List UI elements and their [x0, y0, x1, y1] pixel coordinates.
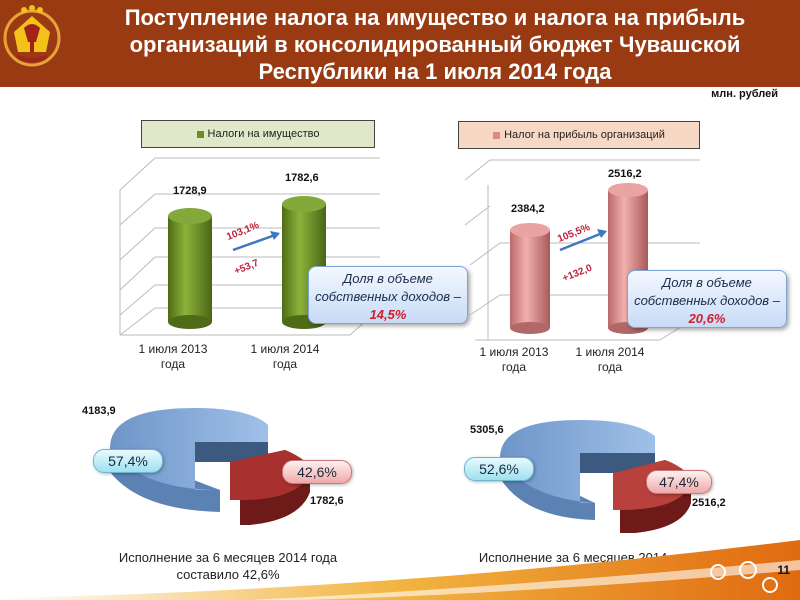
title-line-1: Поступление налога на имущество и налога…: [124, 5, 746, 30]
legend-profit-tax: Налог на прибыль организаций: [458, 121, 700, 149]
units-label: млн. рублей: [711, 88, 778, 100]
callout-value: 20,6%: [688, 311, 726, 326]
pie-percent-executed: 42,6%: [282, 460, 352, 484]
pie-value-executed: 1782,6: [310, 495, 344, 507]
category-2013: 1 июля 2013 года: [138, 342, 208, 371]
share-callout-property: Доля в объеме собственных доходов – 14,5…: [308, 266, 468, 324]
callout-text: Доля в объеме собственных доходов –: [634, 275, 780, 308]
callout-text: Доля в объеме собственных доходов –: [315, 271, 461, 304]
page-title: Поступление налога на имущество и налога…: [80, 4, 790, 85]
chuvash-emblem-icon: [3, 5, 61, 67]
share-callout-profit: Доля в объеме собственных доходов – 20,6…: [627, 270, 787, 328]
pie-value-executed: 2516,2: [692, 497, 726, 509]
category-2014: 1 июля 2014 года: [250, 342, 320, 371]
pie-percent-executed: 47,4%: [646, 470, 712, 494]
pie-caption-property: Исполнение за 6 месяцев 2014 года состав…: [88, 549, 368, 583]
bar-value-2014: 2516,2: [608, 168, 642, 180]
legend-property-tax: Налоги на имущество: [141, 120, 375, 148]
pie-value-remaining: 4183,9: [82, 405, 116, 417]
legend-label: Налог на прибыль организаций: [504, 129, 665, 141]
title-line-2: организаций в консолидированный бюджет Ч…: [129, 32, 741, 57]
callout-value: 14,5%: [369, 307, 407, 322]
pie-percent-remaining: 52,6%: [464, 457, 534, 481]
category-2013: 1 июля 2013 года: [479, 345, 549, 374]
footer-swoosh: [0, 540, 800, 600]
bar-chart-profit-tax: [464, 159, 701, 341]
legend-label: Налоги на имущество: [207, 128, 320, 140]
title-line-3: Республики на 1 июля 2014 года: [258, 59, 612, 84]
pie-percent-remaining: 57,4%: [93, 449, 163, 473]
legend-swatch: [493, 131, 501, 139]
header-banner: Поступление налога на имущество и налога…: [0, 0, 800, 87]
pie-value-remaining: 5305,6: [470, 424, 504, 436]
bar-value-2013: 1728,9: [173, 185, 207, 197]
legend-swatch: [196, 130, 204, 138]
bar-value-2013: 2384,2: [511, 203, 545, 215]
caption-line-2: составило 42,6%: [176, 567, 280, 582]
caption-line-1: Исполнение за 6 месяцев 2014 года: [118, 550, 338, 565]
bar-value-2014: 1782,6: [285, 172, 319, 184]
category-2014: 1 июля 2014 года: [575, 345, 645, 374]
page-number: 11: [777, 563, 790, 577]
